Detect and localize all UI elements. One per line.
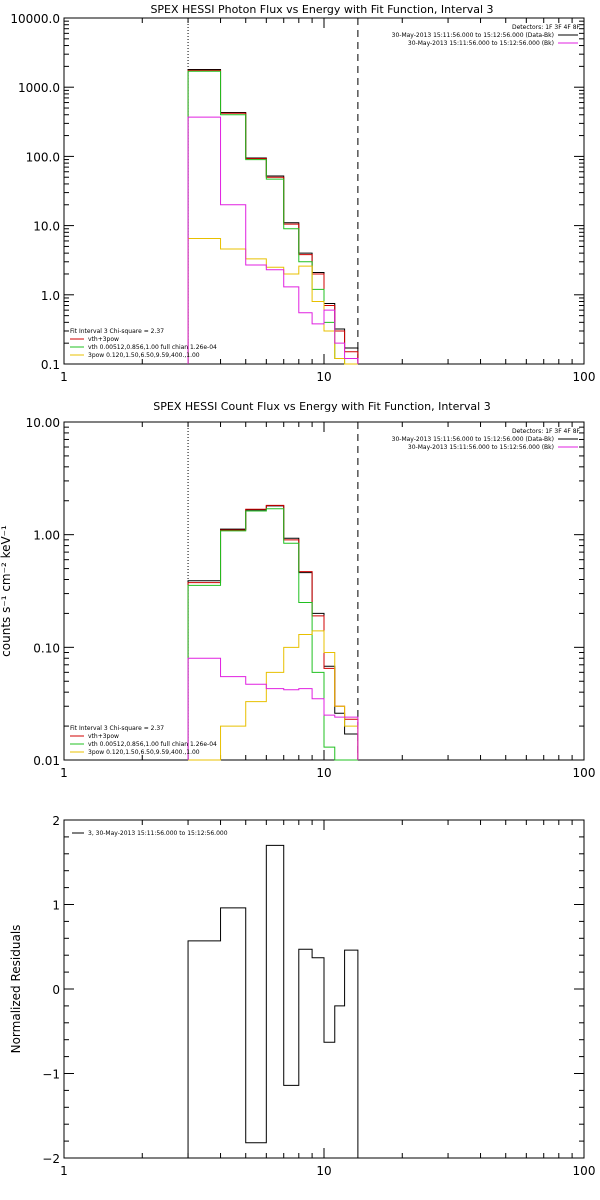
y-tick-label: −1 — [42, 1068, 60, 1082]
series-data-bk — [187, 505, 359, 760]
legend-bottom-left: Fit Interval 3 Chi-square = 2.37 vth+3po… — [70, 328, 217, 359]
y-tick-label: 100.0 — [26, 150, 60, 164]
legend-top-left: 3, 30-May-2013 15:11:56.000 to 15:12:56.… — [72, 830, 228, 837]
y-tick-label: 2 — [52, 814, 60, 828]
y-tick-label: 1.0 — [41, 289, 60, 303]
y-tick-label: 0 — [52, 983, 60, 997]
x-tick-label: 1 — [60, 766, 68, 780]
legend-entry-total: vth+3pow — [88, 733, 119, 740]
legend-header: Detectors: 1F 3F 4F 8F — [512, 24, 581, 31]
series-data-bk — [187, 69, 359, 364]
series-3pow — [187, 238, 358, 365]
legend-header: Detectors: 1F 3F 4F 8F — [512, 428, 581, 435]
legend-fit-header: Fit Interval 3 Chi-square = 2.37 — [70, 725, 164, 732]
legend-entry-total: vth+3pow — [88, 336, 119, 343]
chart-title: SPEX HESSI Photon Flux vs Energy with Fi… — [150, 3, 493, 16]
x-tick-label: 1 — [60, 370, 68, 384]
series-vth — [187, 70, 358, 365]
x-tick-label: 10 — [316, 766, 331, 780]
y-tick-label: 0.01 — [33, 754, 60, 768]
legend-top-right: Detectors: 1F 3F 4F 8F 30-May-2013 15:11… — [392, 428, 581, 451]
legend-entry-3pow: 3pow 0.120,1.50,6.50,9.59,400.,1.00 — [88, 749, 200, 756]
series-residual — [187, 844, 359, 1158]
legend-top-right: Detectors: 1F 3F 4F 8F 30-May-2013 15:11… — [392, 24, 581, 47]
x-tick-label: 100 — [573, 766, 596, 780]
series-bk — [187, 657, 359, 760]
y-tick-label: −2 — [42, 1152, 60, 1166]
legend-bottom-left: Fit Interval 3 Chi-square = 2.37 vth+3po… — [70, 725, 217, 756]
x-tick-label: 100 — [573, 1164, 596, 1178]
y-axis-label: Normalized Residuals — [9, 925, 23, 1054]
legend-entry-data: 30-May-2013 15:11:56.000 to 15:12:56.000… — [392, 32, 554, 39]
legend-entry-bk: 30-May-2013 15:11:56.000 to 15:12:56.000… — [408, 40, 554, 47]
y-tick-label: 10.0 — [33, 220, 60, 234]
series-vth-3pow — [187, 69, 359, 364]
legend-entry-vth: vth 0.00512,0.856,1.00 full chian 1.26e-… — [88, 344, 217, 351]
count-flux-panel: SPEX HESSI Count Flux vs Energy with Fit… — [0, 400, 595, 780]
legend-entry: 3, 30-May-2013 15:11:56.000 to 15:12:56.… — [88, 830, 228, 837]
x-tick-label: 1 — [60, 1164, 68, 1178]
x-tick-label: 10 — [316, 1164, 331, 1178]
legend-entry-bk: 30-May-2013 15:11:56.000 to 15:12:56.000… — [408, 444, 554, 451]
series-vth-3pow — [187, 504, 359, 760]
y-tick-label: 1 — [52, 899, 60, 913]
legend-entry-3pow: 3pow 0.120,1.50,6.50,9.59,400.,1.00 — [88, 352, 200, 359]
y-tick-label: 10.00 — [26, 416, 60, 430]
legend-entry-vth: vth 0.00512,0.856,1.00 full chian 1.26e-… — [88, 741, 217, 748]
y-tick-label: 1.00 — [33, 529, 60, 543]
residuals-panel: Normalized Residuals 1 10 100 −2 −1 0 1 2 3, 30… — [9, 814, 595, 1178]
x-tick-label: 100 — [573, 370, 596, 384]
y-tick-label: 0.1 — [41, 358, 60, 372]
y-tick-label: 1000.0 — [18, 81, 60, 95]
y-tick-label: 0.10 — [33, 641, 60, 655]
y-tick-label: 10000.0 — [10, 12, 60, 26]
photon-flux-panel: SPEX HESSI Photon Flux vs Energy with Fi… — [10, 3, 595, 384]
y-axis-label: counts s⁻¹ cm⁻² keV⁻¹ — [0, 525, 13, 657]
series-bk — [187, 116, 359, 364]
series-vth — [187, 508, 358, 761]
x-tick-label: 10 — [316, 370, 331, 384]
legend-entry-data: 30-May-2013 15:11:56.000 to 15:12:56.000… — [392, 436, 554, 443]
series-3pow — [188, 630, 359, 761]
chart-title: SPEX HESSI Count Flux vs Energy with Fit… — [153, 400, 490, 413]
legend-fit-header: Fit Interval 3 Chi-square = 2.37 — [70, 328, 164, 335]
